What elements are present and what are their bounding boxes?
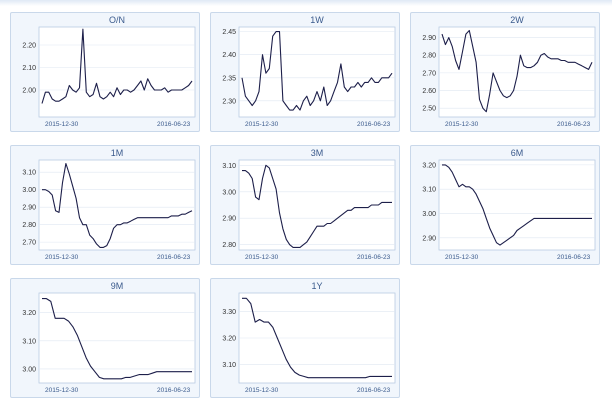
chart-svg: 9M 3.00 3.10 3.20 2015-12-30 2016-06-23 (22, 281, 196, 394)
plot-area (38, 292, 196, 384)
y-tick-label: 2.00 (22, 88, 36, 95)
y-tick-label: 2.90 (422, 235, 436, 242)
plot-area (38, 159, 196, 251)
chart-panel-1m: 1M 2.70 2.80 2.90 3.00 3.10 2015-12-30 2016-06-… (10, 145, 200, 265)
y-tick-label: 2.70 (22, 240, 36, 247)
y-tick-label: 3.10 (222, 362, 236, 369)
chart-title: 2W (510, 15, 524, 25)
top-gradient-bar (0, 0, 612, 6)
y-tick-label: 2.35 (222, 75, 236, 82)
chart-svg: 3M 2.80 2.90 3.00 3.10 2015-12-30 2016-06-23 (222, 148, 396, 261)
chart-title: 1M (111, 148, 124, 158)
y-tick-label: 3.10 (222, 163, 236, 170)
series-line (441, 29, 593, 113)
y-tick-label: 2.30 (222, 98, 236, 105)
y-tick-label: 2.70 (422, 70, 436, 77)
x-tick-label: 2015-12-30 (45, 121, 79, 128)
y-tick-label: 2.40 (222, 52, 236, 59)
chart-panel-1y: 1Y 3.10 3.20 3.30 2015-12-30 2016-06-23 (210, 278, 400, 398)
y-tick-label: 2.20 (22, 43, 36, 50)
chart-panel-9m: 9M 3.00 3.10 3.20 2015-12-30 2016-06-23 (10, 278, 200, 398)
series-line (242, 164, 392, 248)
y-tick-label: 2.90 (422, 35, 436, 42)
plot-area (438, 26, 596, 118)
chart-svg: 1Y 3.10 3.20 3.30 2015-12-30 2016-06-23 (222, 281, 396, 394)
y-tick-label: 3.10 (22, 170, 36, 177)
y-tick-label: 3.20 (422, 162, 436, 169)
y-tick-label: 2.90 (22, 205, 36, 212)
series-line (41, 28, 193, 104)
chart-title: 1Y (311, 281, 322, 291)
plot-area (238, 159, 396, 251)
series-line (42, 298, 192, 380)
chart-title: O/N (109, 15, 125, 25)
y-tick-label: 3.30 (222, 309, 236, 316)
series-line (42, 162, 193, 248)
x-tick-label: 2015-12-30 (245, 387, 279, 394)
x-tick-label: 2015-12-30 (445, 121, 479, 128)
chart-svg: 1M 2.70 2.80 2.90 3.00 3.10 2015-12-30 2016-06-… (22, 148, 196, 261)
y-tick-label: 3.00 (222, 189, 236, 196)
x-tick-label: 2016-06-23 (357, 254, 391, 261)
x-tick-label: 2016-06-23 (357, 121, 391, 128)
chart-title: 6M (511, 148, 524, 158)
y-tick-label: 2.80 (422, 53, 436, 60)
chart-panel-6m: 6M 2.90 3.00 3.10 3.20 2015-12-30 2016-06-23 (410, 145, 600, 265)
chart-svg: 2W 2.50 2.60 2.70 2.80 2.90 2015-12-30 2016-06-… (422, 15, 596, 128)
plot-area (438, 159, 596, 251)
y-tick-label: 2.80 (222, 242, 236, 249)
x-tick-label: 2015-12-30 (245, 121, 279, 128)
y-tick-label: 2.10 (22, 65, 36, 72)
y-tick-label: 2.80 (22, 222, 36, 229)
x-tick-label: 2015-12-30 (45, 387, 79, 394)
plot-area (238, 26, 396, 118)
x-tick-label: 2016-06-23 (557, 121, 591, 128)
y-tick-label: 2.60 (422, 88, 436, 95)
series-line (442, 164, 592, 246)
x-tick-label: 2016-06-23 (157, 121, 191, 128)
chart-title: 3M (311, 148, 324, 158)
chart-svg: 6M 2.90 3.00 3.10 3.20 2015-12-30 2016-06-23 (422, 148, 596, 261)
chart-panel-3m: 3M 2.80 2.90 3.00 3.10 2015-12-30 2016-06-23 (210, 145, 400, 265)
chart-title: 1W (310, 15, 324, 25)
y-tick-label: 3.20 (22, 310, 36, 317)
x-tick-label: 2015-12-30 (245, 254, 279, 261)
y-tick-label: 3.10 (22, 338, 36, 345)
x-tick-label: 2016-06-23 (157, 254, 191, 261)
x-tick-label: 2015-12-30 (445, 254, 479, 261)
plot-area (38, 26, 196, 118)
series-line (242, 297, 392, 379)
y-tick-label: 2.90 (222, 216, 236, 223)
x-tick-label: 2016-06-23 (357, 387, 391, 394)
x-tick-label: 2016-06-23 (157, 387, 191, 394)
chart-svg: O/N 2.00 2.10 2.20 2015-12-30 2016-06-23 (22, 15, 196, 128)
x-tick-label: 2015-12-30 (45, 254, 79, 261)
y-tick-label: 3.00 (22, 187, 36, 194)
chart-svg: 1W 2.30 2.35 2.40 2.45 2015-12-30 2016-06-23 (222, 15, 396, 128)
y-tick-label: 3.20 (222, 336, 236, 343)
y-tick-label: 3.00 (22, 366, 36, 373)
y-tick-label: 2.45 (222, 29, 236, 36)
chart-panel-2w: 2W 2.50 2.60 2.70 2.80 2.90 2015-12-30 2016-06-… (410, 12, 600, 132)
y-tick-label: 3.00 (422, 211, 436, 218)
chart-panel-1w: 1W 2.30 2.35 2.40 2.45 2015-12-30 2016-06-23 (210, 12, 400, 132)
x-tick-label: 2016-06-23 (557, 254, 591, 261)
y-tick-label: 3.10 (422, 187, 436, 194)
y-tick-label: 2.50 (422, 106, 436, 113)
chart-title: 9M (111, 281, 124, 291)
chart-panel-on: O/N 2.00 2.10 2.20 2015-12-30 2016-06-23 (10, 12, 200, 132)
series-line (241, 31, 393, 111)
